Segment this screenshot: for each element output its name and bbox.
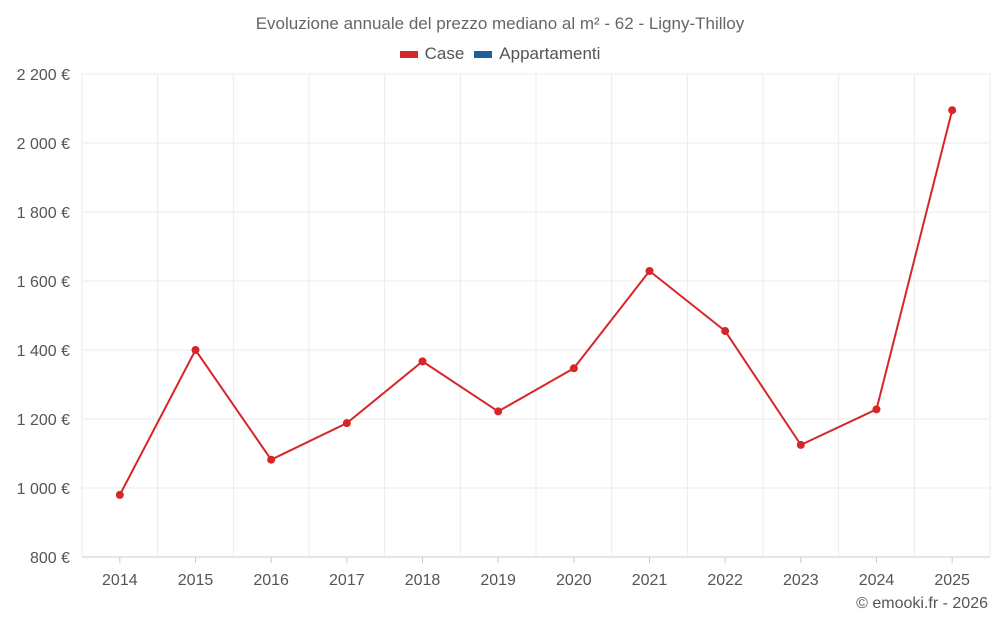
y-tick-label: 1 800 € [17,205,70,222]
data-point-case-2015 [191,346,200,354]
y-tick-label: 1 000 € [17,481,70,498]
data-point-case-2022 [721,327,730,336]
legend-item-appartamenti[interactable]: Appartamenti [474,44,600,64]
x-tick-label: 2019 [480,572,516,589]
legend-label-case: Case [424,44,465,63]
chart-title: Evoluzione annuale del prezzo mediano al… [255,14,745,33]
data-point-case-2016 [267,455,276,464]
data-point-case-2025 [948,106,957,115]
x-tick-label: 2017 [329,572,365,589]
y-tick-label: 2 000 € [17,136,70,153]
chart-legend: Case Appartamenti [0,44,1000,64]
legend-item-case[interactable]: Case [399,44,465,64]
y-tick-label: 2 200 € [17,67,70,84]
legend-label-appartamenti: Appartamenti [499,44,601,63]
data-point-case-2023 [796,440,805,449]
data-point-case-2014 [115,490,124,499]
data-point-case-2018 [418,357,427,366]
x-tick-label: 2018 [405,572,441,589]
series-line-case [118,109,954,496]
y-tick-label: 1 600 € [17,274,70,291]
data-point-case-2019 [494,407,503,416]
x-tick-label: 2023 [783,572,819,589]
x-tick-label: 2021 [632,572,668,589]
y-tick-label: 800 € [30,550,70,567]
y-tick-label: 1 200 € [17,412,70,429]
x-tick-label: 2025 [934,572,970,589]
data-point-case-2021 [645,266,654,275]
credit-text: © emooki.fr - 2026 [856,595,988,612]
x-tick-label: 2016 [253,572,289,589]
legend-swatch-appartamenti [474,50,493,58]
data-point-case-2024 [872,405,881,414]
x-tick-label: 2015 [178,572,214,589]
x-tick-label: 2014 [102,572,138,589]
data-point-case-2020 [569,364,578,373]
y-tick-label: 1 400 € [17,343,70,360]
legend-swatch-case [399,50,418,58]
x-tick-label: 2020 [556,572,592,589]
x-tick-label: 2022 [707,572,743,589]
x-tick-label: 2024 [859,572,895,589]
data-point-case-2017 [342,419,351,428]
